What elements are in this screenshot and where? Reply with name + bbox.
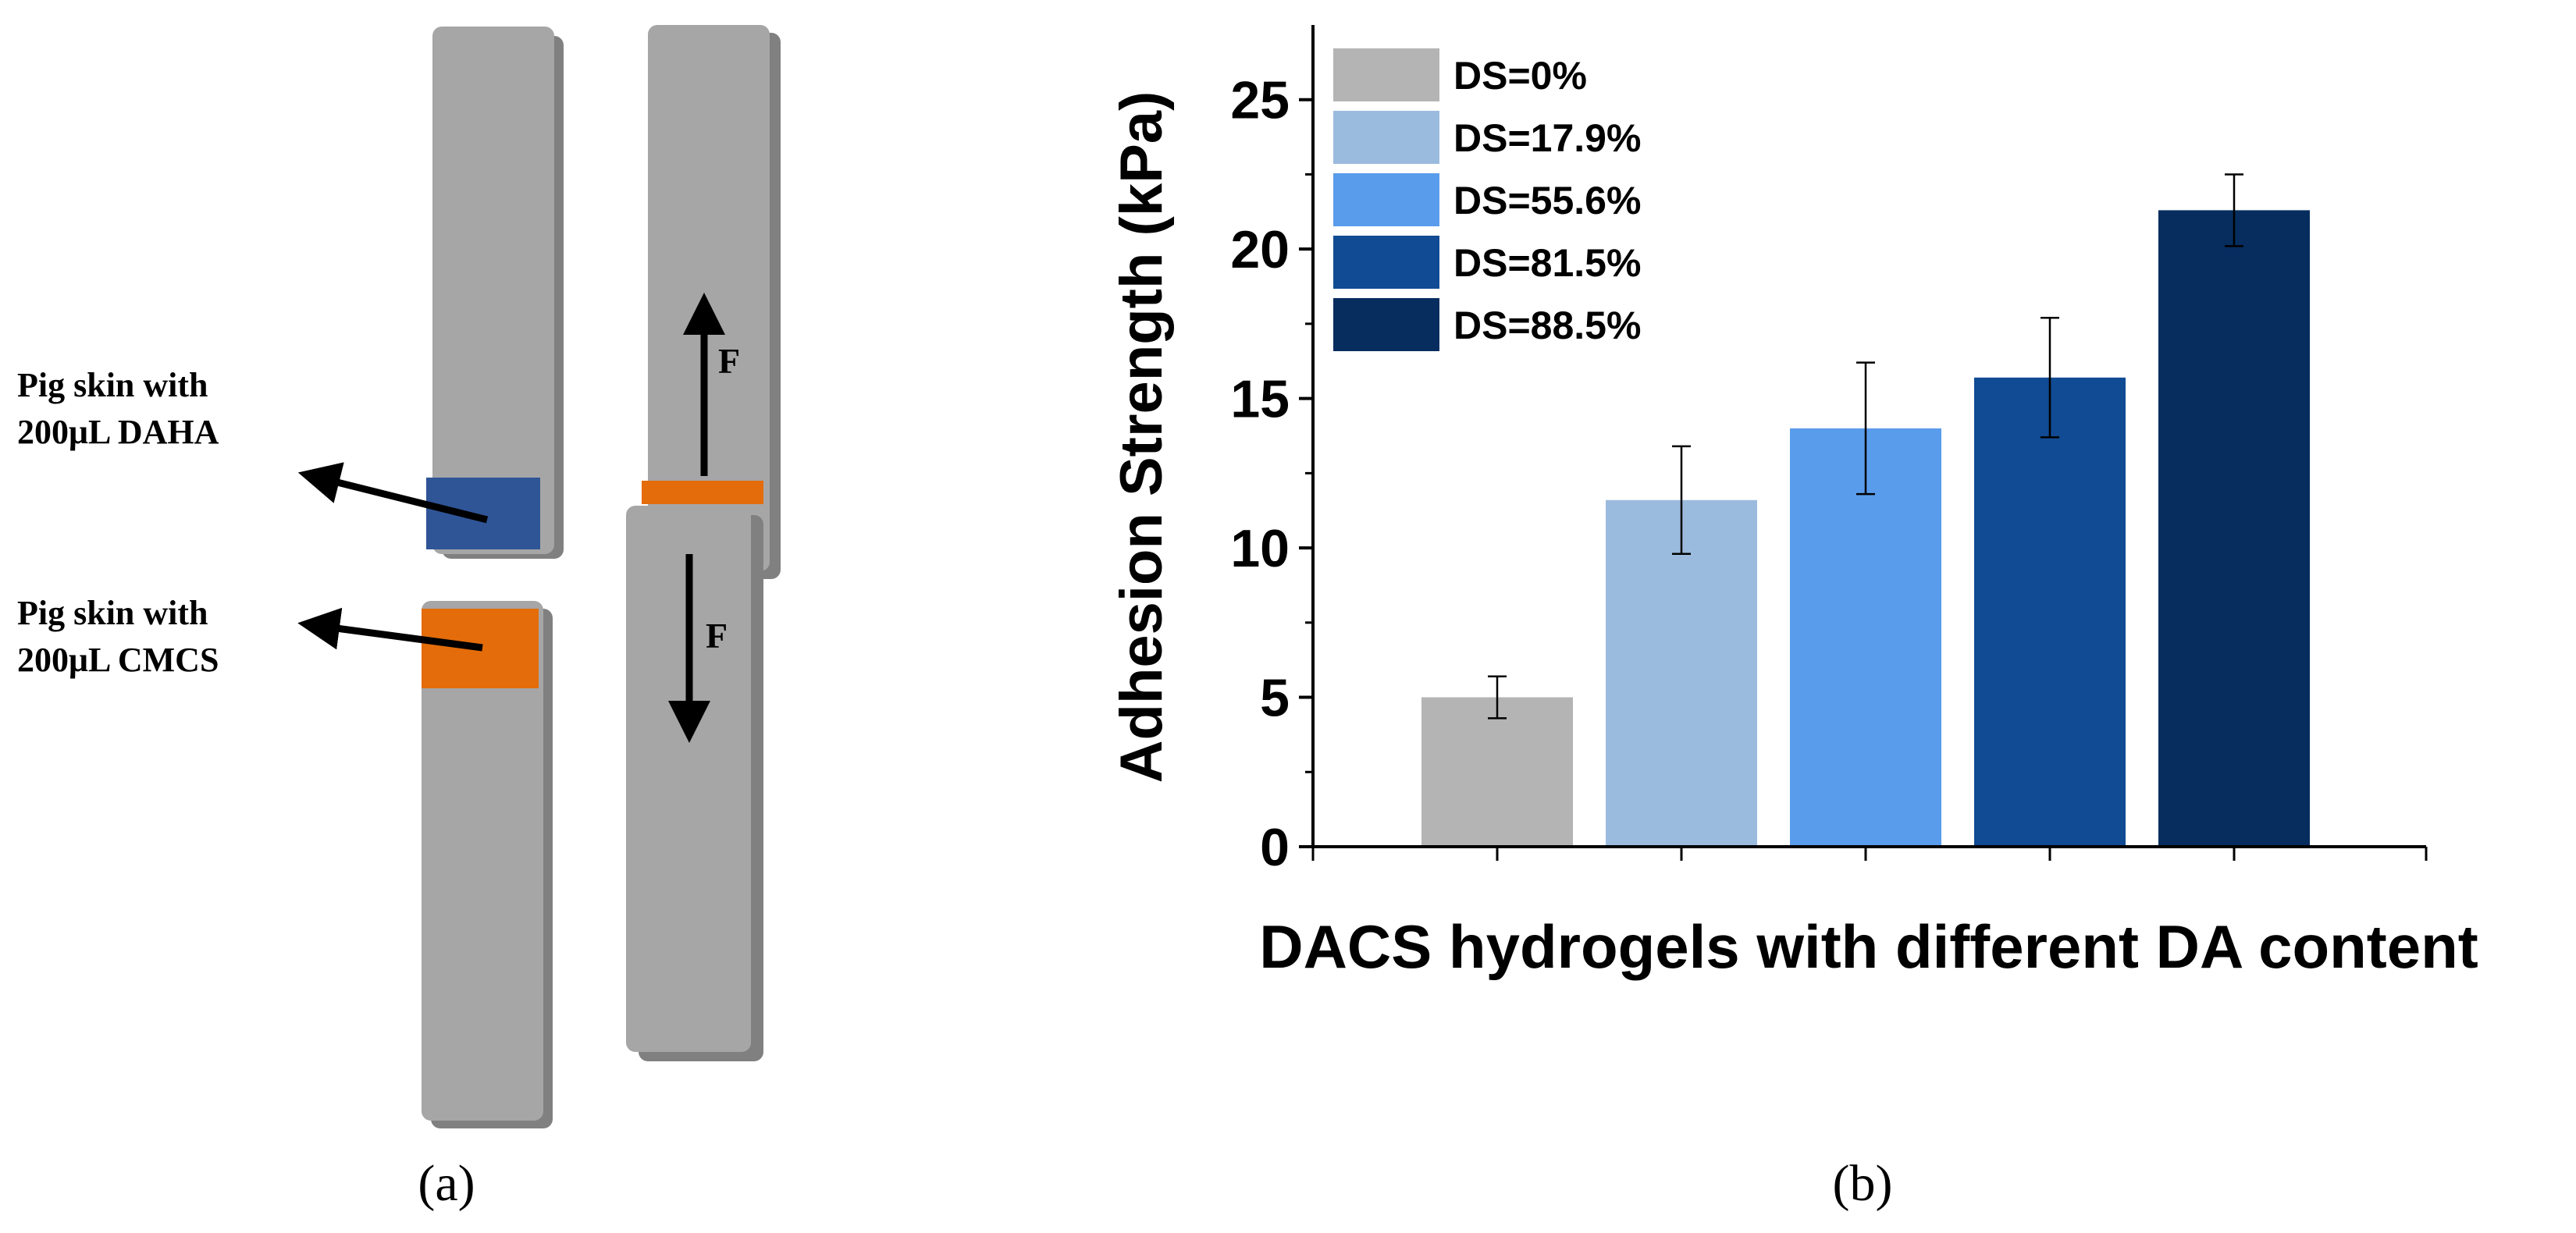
legend-swatch-4 (1333, 298, 1439, 351)
lower-left-skin-strip (422, 601, 553, 1128)
cmcs-annotation-line2: 200μL CMCS (17, 641, 219, 679)
panel-b-label: (b) (1833, 1155, 1893, 1212)
bar-2 (1790, 428, 1941, 847)
daha-annotation-line1: Pig skin with (17, 366, 208, 404)
panel-a-label: (a) (418, 1155, 475, 1212)
y-ticks-layer: 0 5 10 15 20 25 (1230, 71, 1313, 877)
bar-0 (1421, 697, 1573, 847)
legend-label-1: DS=17.9% (1453, 116, 1641, 160)
legend-swatch-0 (1333, 48, 1439, 101)
legend: DS=0% DS=17.9% DS=55.6% DS=81.5% DS=88.5% (1333, 48, 1641, 351)
y-tick-label-2: 10 (1230, 519, 1290, 578)
cmcs-annotation-line1: Pig skin with (17, 594, 208, 632)
legend-label-4: DS=88.5% (1453, 304, 1641, 347)
legend-label-2: DS=55.6% (1453, 179, 1641, 222)
legend-swatch-1 (1333, 111, 1439, 164)
legend-swatch-3 (1333, 236, 1439, 289)
bar-3 (1974, 377, 2126, 847)
force-label-down: F (706, 616, 728, 656)
y-tick-label-3: 15 (1230, 370, 1290, 429)
panel-a-schematic: F F Pig skin with 200μL DAHA Pig skin wi… (17, 25, 781, 1212)
daha-annotation-line2: 200μL DAHA (17, 413, 219, 451)
upper-left-skin-strip (432, 27, 564, 559)
x-axis-label: DACS hydrogels with different DA content (1259, 912, 2478, 981)
force-label-up: F (718, 341, 740, 381)
bars-layer (1421, 210, 2310, 847)
overlap-orange-band (642, 481, 763, 504)
legend-label-3: DS=81.5% (1453, 241, 1641, 285)
panel-b-chart: 0 5 10 15 20 25 DS=0% DS=17.9% DS=55.6% DS=81.5%… (1108, 25, 2478, 1212)
y-axis-label: Adhesion Strength (kPa) (1108, 91, 1175, 784)
y-tick-label-0: 0 (1260, 818, 1290, 877)
bar-4 (2158, 210, 2310, 847)
cmcs-pointer-arrow (297, 607, 483, 652)
error-bars-layer (1488, 173, 2243, 720)
y-tick-label-4: 20 (1230, 220, 1290, 279)
daha-pointer-arrow (297, 462, 489, 524)
y-tick-label-5: 25 (1230, 71, 1290, 130)
x-ticks-layer (1311, 847, 2428, 861)
y-tick-label-1: 5 (1260, 669, 1290, 728)
legend-swatch-2 (1333, 173, 1439, 226)
bar-1 (1606, 499, 1757, 847)
lower-right-skin-strip (626, 506, 763, 1061)
legend-label-0: DS=0% (1453, 54, 1587, 98)
daha-adhesive-patch (426, 478, 540, 549)
